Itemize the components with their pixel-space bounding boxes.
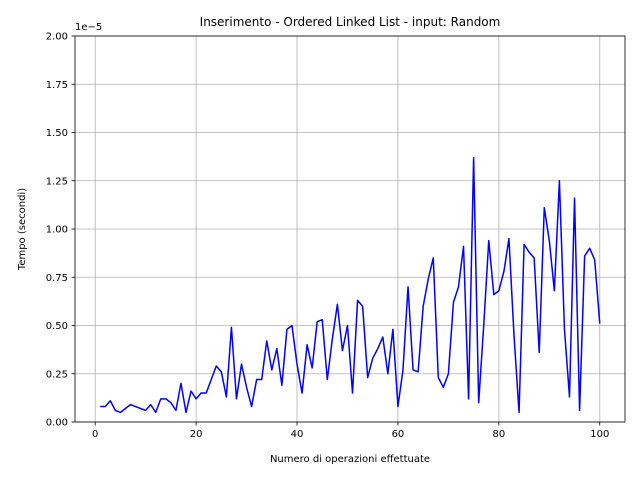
y-tick-label: 1.00: [46, 225, 68, 236]
x-tick-label: 40: [291, 429, 304, 440]
x-tick-label: 20: [190, 429, 203, 440]
plot-frame: [74, 35, 626, 423]
x-axis-label: Numero di operazioni effettuate: [270, 454, 430, 465]
x-tick-label: 60: [392, 429, 405, 440]
y-tick-label: 0.00: [46, 418, 68, 429]
y-tick-label: 2.00: [46, 32, 68, 43]
grid: [75, 35, 625, 423]
y-axis-label: Tempo (secondi): [17, 188, 28, 271]
y-tick-label: 1.75: [46, 80, 68, 91]
x-tick-label: 80: [492, 429, 505, 440]
y-tick-label: 0.75: [46, 273, 68, 284]
ticks: 0 20 40 60 80 100 0.00 0.25 0.50 0.75 1.00 1.25 1.50…: [46, 32, 610, 441]
y-tick-label: 1.50: [46, 128, 68, 139]
x-tick-label: 0: [92, 429, 98, 440]
y-tick-label: 1.25: [46, 176, 68, 187]
series-line: [100, 156, 601, 414]
y-offset-label: 1e−5: [75, 22, 102, 33]
chart-title: Inserimento - Ordered Linked List - inpu…: [200, 15, 501, 29]
series-line-group: [100, 156, 601, 414]
y-tick-label: 0.25: [46, 369, 68, 380]
y-tick-label: 0.50: [46, 321, 68, 332]
x-tick-label: 100: [590, 429, 609, 440]
